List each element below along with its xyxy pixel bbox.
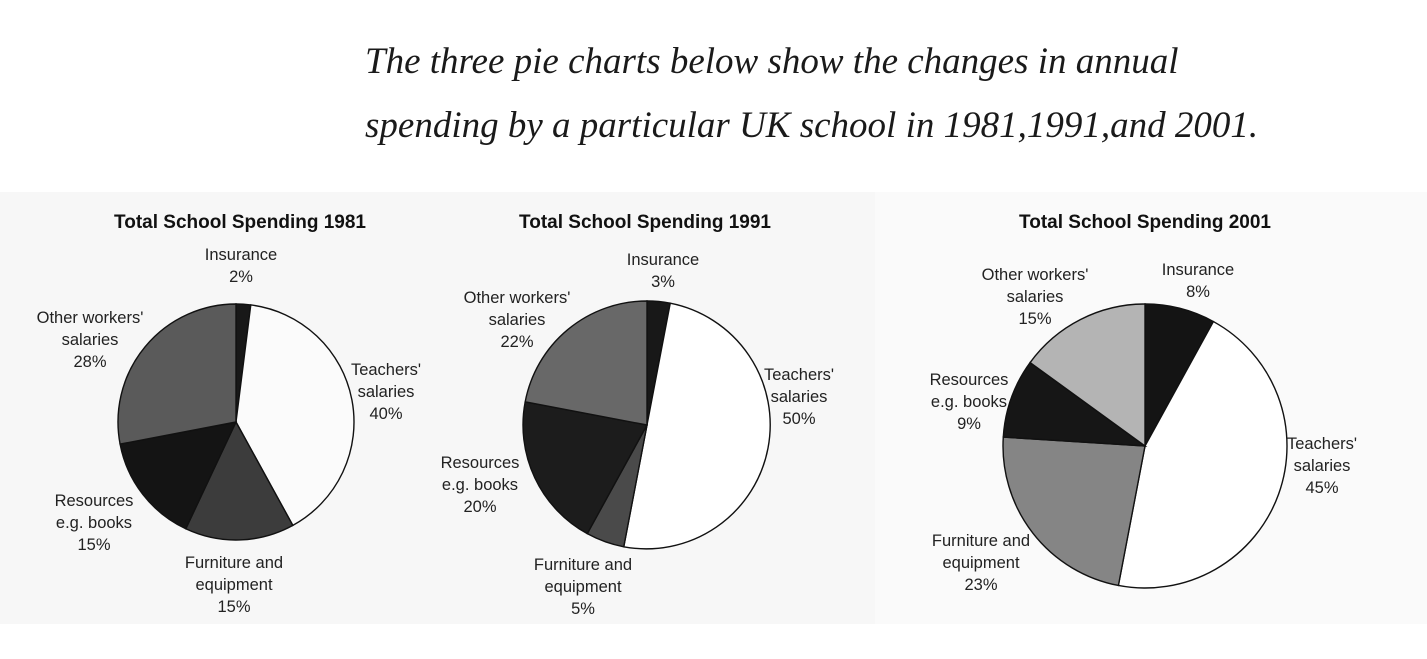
- slice-percent: 3%: [651, 273, 675, 291]
- slice-label-resources-e-g-books-1991: Resources e.g. books 20%: [441, 454, 520, 516]
- pie-slice-furniture-and-equipment-2001: [1002, 436, 1146, 587]
- pie-slice-resources-e-g-books-2001: [1002, 361, 1148, 447]
- headline-line-1: The three pie charts below show the chan…: [365, 41, 1179, 82]
- slice-label-line: Insurance: [1162, 261, 1234, 279]
- slice-percent: 8%: [1186, 283, 1210, 301]
- slice-percent: 5%: [571, 600, 595, 618]
- slice-label-furniture-and-equipment-2001: Furniture and equipment 23%: [932, 532, 1030, 594]
- slice-percent: 20%: [463, 498, 496, 516]
- slice-percent: 2%: [229, 268, 253, 286]
- pie-slice-furniture-and-equipment-1981: [184, 420, 294, 541]
- pie-chart-1981-svg: Total School Spending 1981 Insurance 2% Tea…: [37, 212, 421, 616]
- slice-label-line: Resources: [930, 371, 1009, 389]
- slice-label-insurance-2001: Insurance 8%: [1162, 261, 1234, 301]
- slice-label-line: Furniture and: [932, 532, 1030, 550]
- slice-label-line: equipment: [195, 576, 272, 594]
- slice-percent: 22%: [500, 333, 533, 351]
- slice-label-line: Resources: [441, 454, 520, 472]
- slice-label-line: salaries: [62, 331, 119, 349]
- chart-title-2001: Total School Spending 2001: [1019, 212, 1271, 233]
- pie-slice-other-workers-salaries-1981: [117, 303, 237, 445]
- pie-slice-teachers-salaries-2001: [1117, 320, 1288, 589]
- slice-label-furniture-and-equipment-1981: Furniture and equipment 15%: [185, 554, 283, 616]
- slice-label-line: Furniture and: [185, 554, 283, 572]
- slice-label-line: Insurance: [205, 246, 277, 264]
- slice-percent: 15%: [77, 536, 110, 554]
- pie-slice-teachers-salaries-1991: [622, 302, 771, 550]
- slice-label-line: Other workers': [464, 289, 571, 307]
- pie-chart-2001: Total School Spending 2001 Insurance 8% Tea…: [875, 192, 1427, 624]
- slice-label-line: salaries: [358, 383, 415, 401]
- slice-label-line: equipment: [544, 578, 621, 596]
- slice-label-other-workers-salaries-1991: Other workers' salaries 22%: [464, 289, 571, 351]
- slice-percent: 15%: [1018, 310, 1051, 328]
- slice-label-teachers-salaries-1991: Teachers' salaries 50%: [764, 366, 834, 428]
- slice-percent: 9%: [957, 415, 981, 433]
- slice-label-line: Furniture and: [534, 556, 632, 574]
- slice-label-line: Resources: [55, 492, 134, 510]
- slice-percent: 45%: [1305, 479, 1338, 497]
- slice-label-line: salaries: [771, 388, 828, 406]
- pie-slice-teachers-salaries-1981: [235, 304, 355, 527]
- slice-percent: 15%: [217, 598, 250, 616]
- slice-label-furniture-and-equipment-1991: Furniture and equipment 5%: [534, 556, 632, 618]
- pie-slice-resources-e-g-books-1981: [119, 421, 238, 530]
- slice-label-line: equipment: [942, 554, 1019, 572]
- slice-label-line: Other workers': [982, 266, 1089, 284]
- slice-percent: 40%: [369, 405, 402, 423]
- chart-title-1991: Total School Spending 1991: [519, 212, 771, 233]
- slice-percent: 28%: [73, 353, 106, 371]
- pie-chart-1981: Total School Spending 1981 Insurance 2% Tea…: [0, 192, 430, 624]
- slice-percent: 23%: [964, 576, 997, 594]
- slice-label-other-workers-salaries-2001: Other workers' salaries 15%: [982, 266, 1089, 328]
- slice-label-line: e.g. books: [56, 514, 132, 532]
- slice-label-line: salaries: [1007, 288, 1064, 306]
- slice-label-line: Teachers': [1287, 435, 1357, 453]
- slice-label-line: salaries: [489, 311, 546, 329]
- pie-slice-other-workers-salaries-1991: [524, 300, 648, 426]
- chart-title-1981: Total School Spending 1981: [114, 212, 366, 233]
- pie-chart-1991: Total School Spending 1991 Insurance 3% Tea…: [430, 192, 875, 624]
- headline-line-2: spending by a particular UK school in 19…: [365, 105, 1259, 146]
- slice-label-line: Insurance: [627, 251, 699, 269]
- pie-chart-2001-svg: Total School Spending 2001 Insurance 8% Tea…: [930, 212, 1357, 594]
- slice-label-teachers-salaries-1981: Teachers' salaries 40%: [351, 361, 421, 423]
- slice-label-teachers-salaries-2001: Teachers' salaries 45%: [1287, 435, 1357, 497]
- pie-chart-1991-svg: Total School Spending 1991 Insurance 3% Tea…: [441, 212, 834, 618]
- slice-label-insurance-1981: Insurance 2%: [205, 246, 277, 286]
- pie-slice-other-workers-salaries-2001: [1029, 303, 1146, 448]
- slice-label-line: salaries: [1294, 457, 1351, 475]
- slice-label-resources-e-g-books-2001: Resources e.g. books 9%: [930, 371, 1009, 433]
- slice-percent: 50%: [782, 410, 815, 428]
- pie-slice-resources-e-g-books-1991: [522, 400, 649, 535]
- slice-label-insurance-1991: Insurance 3%: [627, 251, 699, 291]
- slice-label-line: e.g. books: [442, 476, 518, 494]
- slice-label-line: e.g. books: [931, 393, 1007, 411]
- slice-label-line: Teachers': [764, 366, 834, 384]
- headline: The three pie charts below show the chan…: [365, 30, 1405, 158]
- slice-label-line: Teachers': [351, 361, 421, 379]
- slice-label-other-workers-salaries-1981: Other workers' salaries 28%: [37, 309, 144, 371]
- slice-label-resources-e-g-books-1981: Resources e.g. books 15%: [55, 492, 134, 554]
- slice-label-line: Other workers': [37, 309, 144, 327]
